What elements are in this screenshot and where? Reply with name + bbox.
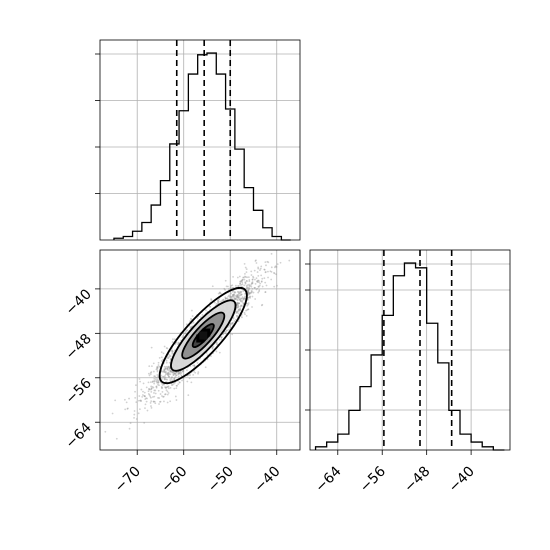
histogram-x-panel	[95, 39, 301, 241]
density-core-cell	[199, 331, 208, 340]
x-tick-label: −40	[446, 464, 478, 496]
x-tick-label: −50	[205, 464, 237, 496]
x-tick-label: −40	[251, 464, 283, 496]
y-tick-label: −64	[63, 420, 95, 452]
scatter-frame	[99, 249, 301, 451]
y-tick-label: −40	[63, 286, 95, 318]
x-tick-label: −56	[357, 463, 389, 495]
scatter-density-panel: −70 −60 −50 −40 −40 −48 −56 −64	[63, 249, 301, 496]
y-tick-label: −56	[63, 375, 95, 407]
contour-level	[158, 287, 248, 385]
x-tick-label: −70	[112, 464, 144, 496]
x-tick-label: −48	[401, 464, 433, 496]
x-tick-label: −60	[158, 464, 190, 496]
y-tick-label: −48	[63, 331, 95, 363]
x-tick-label: −64	[312, 463, 344, 495]
histogram-x-frame	[99, 39, 301, 241]
histogram-y-panel: −64 −56 −48 −40	[305, 249, 511, 496]
histogram-step	[113, 52, 291, 241]
histogram-y-frame	[309, 249, 511, 451]
histogram-step	[314, 262, 505, 451]
